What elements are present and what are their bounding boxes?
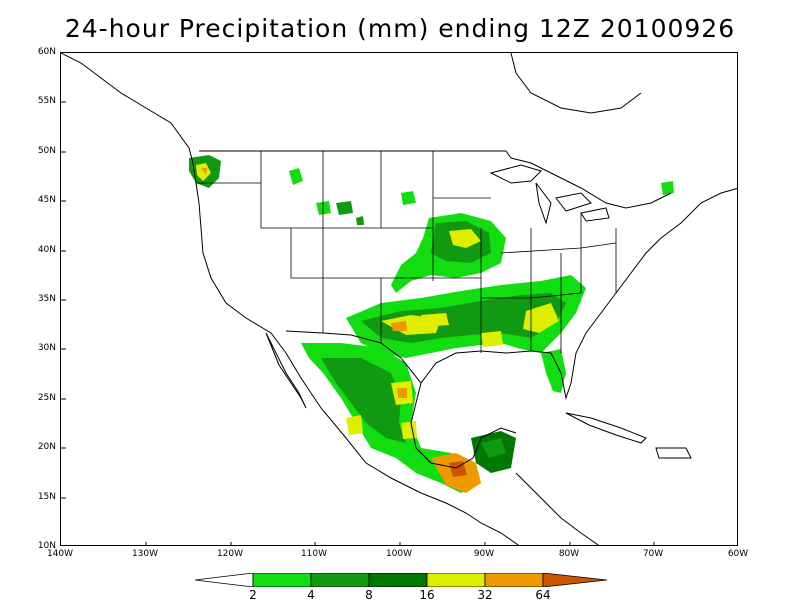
border-us-canada bbox=[199, 150, 672, 209]
lon-tick-label: 90W bbox=[473, 549, 495, 559]
lon-tick-label: 130W bbox=[131, 549, 159, 559]
lon-tick-label: 140W bbox=[46, 549, 74, 559]
colorbar-label: 64 bbox=[535, 588, 551, 602]
lat-tick-label: 20N bbox=[37, 442, 56, 452]
lon-tick-label: 70W bbox=[642, 549, 664, 559]
cuba bbox=[565, 412, 647, 444]
tick-marks bbox=[61, 101, 655, 545]
border-us-mexico bbox=[285, 330, 422, 384]
coastline-west bbox=[61, 53, 520, 545]
coastline-east bbox=[615, 188, 737, 294]
lon-tick-label: 120W bbox=[216, 549, 244, 559]
lon-tick-label: 100W bbox=[385, 549, 413, 559]
colorbar-segment-below-2 bbox=[194, 572, 254, 588]
colorbar-label: 2 bbox=[249, 588, 257, 602]
colorbar-segment-8-16 bbox=[368, 572, 428, 588]
lon-tick-label: 110W bbox=[300, 549, 328, 559]
colorbar-segment-2-4 bbox=[252, 572, 312, 588]
boundaries bbox=[61, 53, 737, 545]
colorbar-label: 4 bbox=[307, 588, 315, 602]
coastline-gulf bbox=[420, 292, 617, 400]
lat-tick-label: 40N bbox=[37, 245, 56, 255]
colorbar-label: 16 bbox=[419, 588, 435, 602]
great-lakes bbox=[489, 164, 610, 225]
colorbar-svg bbox=[194, 572, 608, 588]
map-canvas bbox=[61, 53, 737, 545]
lat-tick-label: 45N bbox=[37, 195, 56, 205]
colorbar-segment-16-32 bbox=[426, 572, 486, 588]
colorbar-label: 32 bbox=[477, 588, 493, 602]
colorbar-segment-32-64 bbox=[484, 572, 544, 588]
precip-fields bbox=[189, 155, 674, 493]
precipitation-map bbox=[60, 52, 738, 546]
colorbar-label: 8 bbox=[365, 588, 373, 602]
lat-tick-label: 15N bbox=[37, 492, 56, 502]
lat-tick-label: 60N bbox=[37, 47, 56, 57]
lat-tick-label: 55N bbox=[37, 96, 56, 106]
lon-tick-label: 60W bbox=[727, 549, 749, 559]
lon-tick-label: 80W bbox=[558, 549, 580, 559]
map-title: 24-hour Precipitation (mm) ending 12Z 20… bbox=[64, 14, 736, 43]
precip-colorbar bbox=[194, 572, 608, 588]
lat-tick-label: 50N bbox=[37, 146, 56, 156]
lat-tick-label: 35N bbox=[37, 294, 56, 304]
lat-tick-label: 30N bbox=[37, 343, 56, 353]
lat-tick-label: 25N bbox=[37, 393, 56, 403]
colorbar-segment-4-8 bbox=[310, 572, 370, 588]
state-lines bbox=[196, 151, 617, 353]
lat-tick-label: 10N bbox=[37, 541, 56, 551]
colorbar-segment-above-64 bbox=[542, 572, 608, 588]
